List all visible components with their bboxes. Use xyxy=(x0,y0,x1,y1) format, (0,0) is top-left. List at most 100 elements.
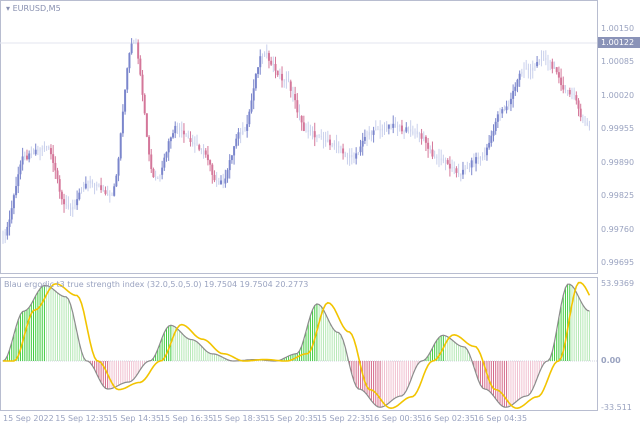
candle-body xyxy=(464,168,466,170)
candle-body xyxy=(96,184,98,187)
candle-body xyxy=(477,157,479,159)
candle-body xyxy=(261,56,263,58)
candle-body xyxy=(375,129,377,131)
candle-body xyxy=(305,130,307,132)
candle-body xyxy=(534,66,536,68)
candle-body xyxy=(448,163,451,169)
candle-body xyxy=(244,130,246,132)
candle-body xyxy=(423,136,425,139)
candle-body xyxy=(49,148,52,155)
candle-body xyxy=(163,157,166,168)
candle-body xyxy=(357,152,359,154)
candle-body xyxy=(155,177,157,179)
candle-body xyxy=(460,174,462,176)
candle-body xyxy=(329,139,331,146)
candle-body xyxy=(501,109,504,114)
time-label: 15 Sep 12:35 xyxy=(55,414,109,423)
candle-body xyxy=(133,42,135,44)
candle-body xyxy=(250,100,253,112)
candle-body xyxy=(521,72,523,74)
candle-body xyxy=(499,113,501,115)
price-panel-frame xyxy=(0,0,598,274)
candle-body xyxy=(230,155,233,161)
candle-body xyxy=(89,180,91,184)
candle-body xyxy=(418,133,420,135)
candle-body xyxy=(264,53,266,57)
candle-body xyxy=(331,145,333,147)
candle-body xyxy=(527,68,529,70)
candle-body xyxy=(484,155,486,157)
candle-body xyxy=(318,134,320,136)
candle-body xyxy=(567,90,569,92)
candle-body xyxy=(104,190,107,194)
candle-body xyxy=(560,77,563,86)
candle-body xyxy=(554,67,556,69)
candle-body xyxy=(21,156,24,165)
candle-body xyxy=(399,125,401,127)
candle-body xyxy=(248,111,251,125)
candle-body xyxy=(70,207,72,210)
candle-body xyxy=(98,184,100,186)
candle-body xyxy=(307,130,309,132)
candle-body xyxy=(37,149,39,152)
candle-body xyxy=(545,58,547,60)
candle-body xyxy=(300,115,303,123)
candle-body xyxy=(431,149,434,157)
candle-body xyxy=(145,113,148,137)
candle-body xyxy=(344,153,346,157)
candle-body xyxy=(83,188,85,190)
candle-body xyxy=(503,109,505,111)
candle-body xyxy=(113,186,116,196)
candle-body xyxy=(351,154,353,158)
candle-body xyxy=(281,73,284,81)
candle-body xyxy=(121,111,124,134)
candle-body xyxy=(24,155,26,157)
candle-body xyxy=(218,181,220,185)
candle-body xyxy=(46,145,48,147)
candle-body xyxy=(475,157,478,164)
candle-body xyxy=(523,69,525,73)
candle-body xyxy=(420,133,423,139)
price-label: 1.00020 xyxy=(601,91,635,100)
candle-body xyxy=(518,73,521,80)
candle-body xyxy=(336,143,338,147)
candle-body xyxy=(584,120,586,123)
candle-body xyxy=(189,138,192,143)
candle-body xyxy=(488,142,491,148)
price-label: 0.99955 xyxy=(601,124,635,133)
candle-body xyxy=(316,134,318,138)
candle-body xyxy=(555,67,558,73)
candle-body xyxy=(72,206,74,210)
candle-body xyxy=(4,232,6,236)
candle-body xyxy=(203,148,205,151)
candle-body xyxy=(579,108,582,118)
candle-body xyxy=(469,167,471,169)
candle-body xyxy=(117,158,120,176)
candle-body xyxy=(222,180,224,184)
candle-body xyxy=(446,160,449,164)
candle-body xyxy=(211,164,214,175)
candle-body xyxy=(67,204,69,208)
signal-line xyxy=(3,281,591,410)
candle-body xyxy=(288,78,290,82)
candle-body xyxy=(159,174,161,179)
candle-body xyxy=(233,146,236,156)
candle-body xyxy=(196,143,198,146)
candle-body xyxy=(19,164,22,175)
candle-body xyxy=(84,183,87,189)
indicator-max-label: 53.9369 xyxy=(601,279,635,288)
candle-body xyxy=(283,80,285,82)
candle-body xyxy=(390,124,392,128)
price-label: 0.99825 xyxy=(601,191,635,200)
candle-body xyxy=(320,135,322,137)
candle-body xyxy=(137,42,140,59)
candle-body xyxy=(266,53,268,55)
candle-body xyxy=(198,145,201,150)
candle-body xyxy=(200,148,202,150)
indicator-zero-label: 0.00 xyxy=(601,356,621,365)
candle-body xyxy=(438,157,440,160)
candle-body xyxy=(185,134,187,136)
candle-body xyxy=(94,183,96,187)
candle-body xyxy=(302,122,305,131)
time-label: 15 Sep 22:35 xyxy=(316,414,371,423)
